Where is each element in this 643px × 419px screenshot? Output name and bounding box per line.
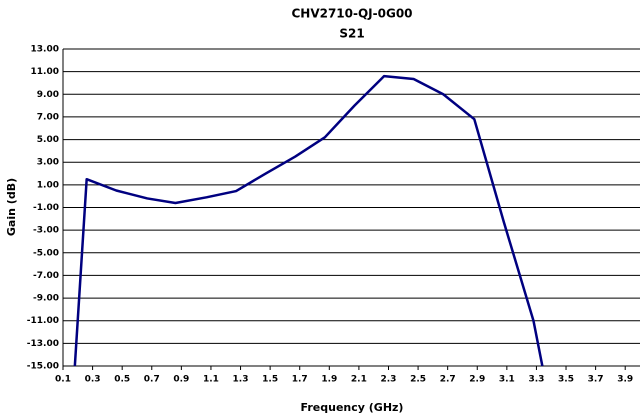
x-tick-label: 2.7 bbox=[440, 375, 456, 385]
x-tick-label: 3.1 bbox=[499, 375, 515, 385]
y-tick-label: -15.00 bbox=[27, 362, 59, 372]
y-tick-label: -9.00 bbox=[33, 294, 59, 304]
y-tick-label: 1.00 bbox=[37, 180, 59, 190]
y-axis-title: Gain (dB) bbox=[5, 178, 18, 236]
x-tick-label: 3.5 bbox=[558, 375, 574, 385]
series-line bbox=[73, 74, 544, 367]
x-tick-label: 0.3 bbox=[85, 375, 101, 385]
x-tick-label: 1.5 bbox=[262, 375, 278, 385]
x-tick-label: 0.9 bbox=[173, 375, 189, 385]
y-tick-label: 13.00 bbox=[31, 45, 59, 55]
x-tick-label: 3.7 bbox=[588, 375, 604, 385]
x-tick-label: 0.5 bbox=[114, 375, 130, 385]
y-tick-label: -13.00 bbox=[27, 339, 59, 349]
y-tick-label: 3.00 bbox=[37, 158, 59, 168]
x-tick-label: 0.7 bbox=[144, 375, 160, 385]
y-tick-label: -5.00 bbox=[33, 248, 59, 258]
y-tick-label: 5.00 bbox=[37, 135, 59, 145]
y-tick-label: 9.00 bbox=[37, 90, 59, 100]
x-tick-label: 3.3 bbox=[528, 375, 544, 385]
y-tick-label: -3.00 bbox=[33, 226, 59, 236]
x-tick-label: 1.9 bbox=[321, 375, 337, 385]
chart-subtitle: S21 bbox=[339, 27, 364, 41]
y-tick-label: 7.00 bbox=[37, 112, 59, 122]
x-tick-label: 2.5 bbox=[410, 375, 426, 385]
chart-title: CHV2710-QJ-0G00 bbox=[291, 7, 412, 21]
x-tick-label: 2.9 bbox=[469, 375, 485, 385]
y-tick-label: -7.00 bbox=[33, 271, 59, 281]
x-tick-label: 1.1 bbox=[203, 375, 219, 385]
x-tick-label: 1.3 bbox=[233, 375, 249, 385]
x-tick-label: 0.1 bbox=[55, 375, 71, 385]
x-tick-label: 3.9 bbox=[617, 375, 633, 385]
y-tick-label: -1.00 bbox=[33, 203, 59, 213]
x-tick-label: 1.7 bbox=[292, 375, 308, 385]
x-tick-label: 2.3 bbox=[381, 375, 397, 385]
x-tick-label: 2.1 bbox=[351, 375, 367, 385]
y-tick-label: 11.00 bbox=[31, 67, 59, 77]
x-axis-title: Frequency (GHz) bbox=[301, 401, 404, 414]
y-tick-label: -11.00 bbox=[27, 316, 59, 326]
